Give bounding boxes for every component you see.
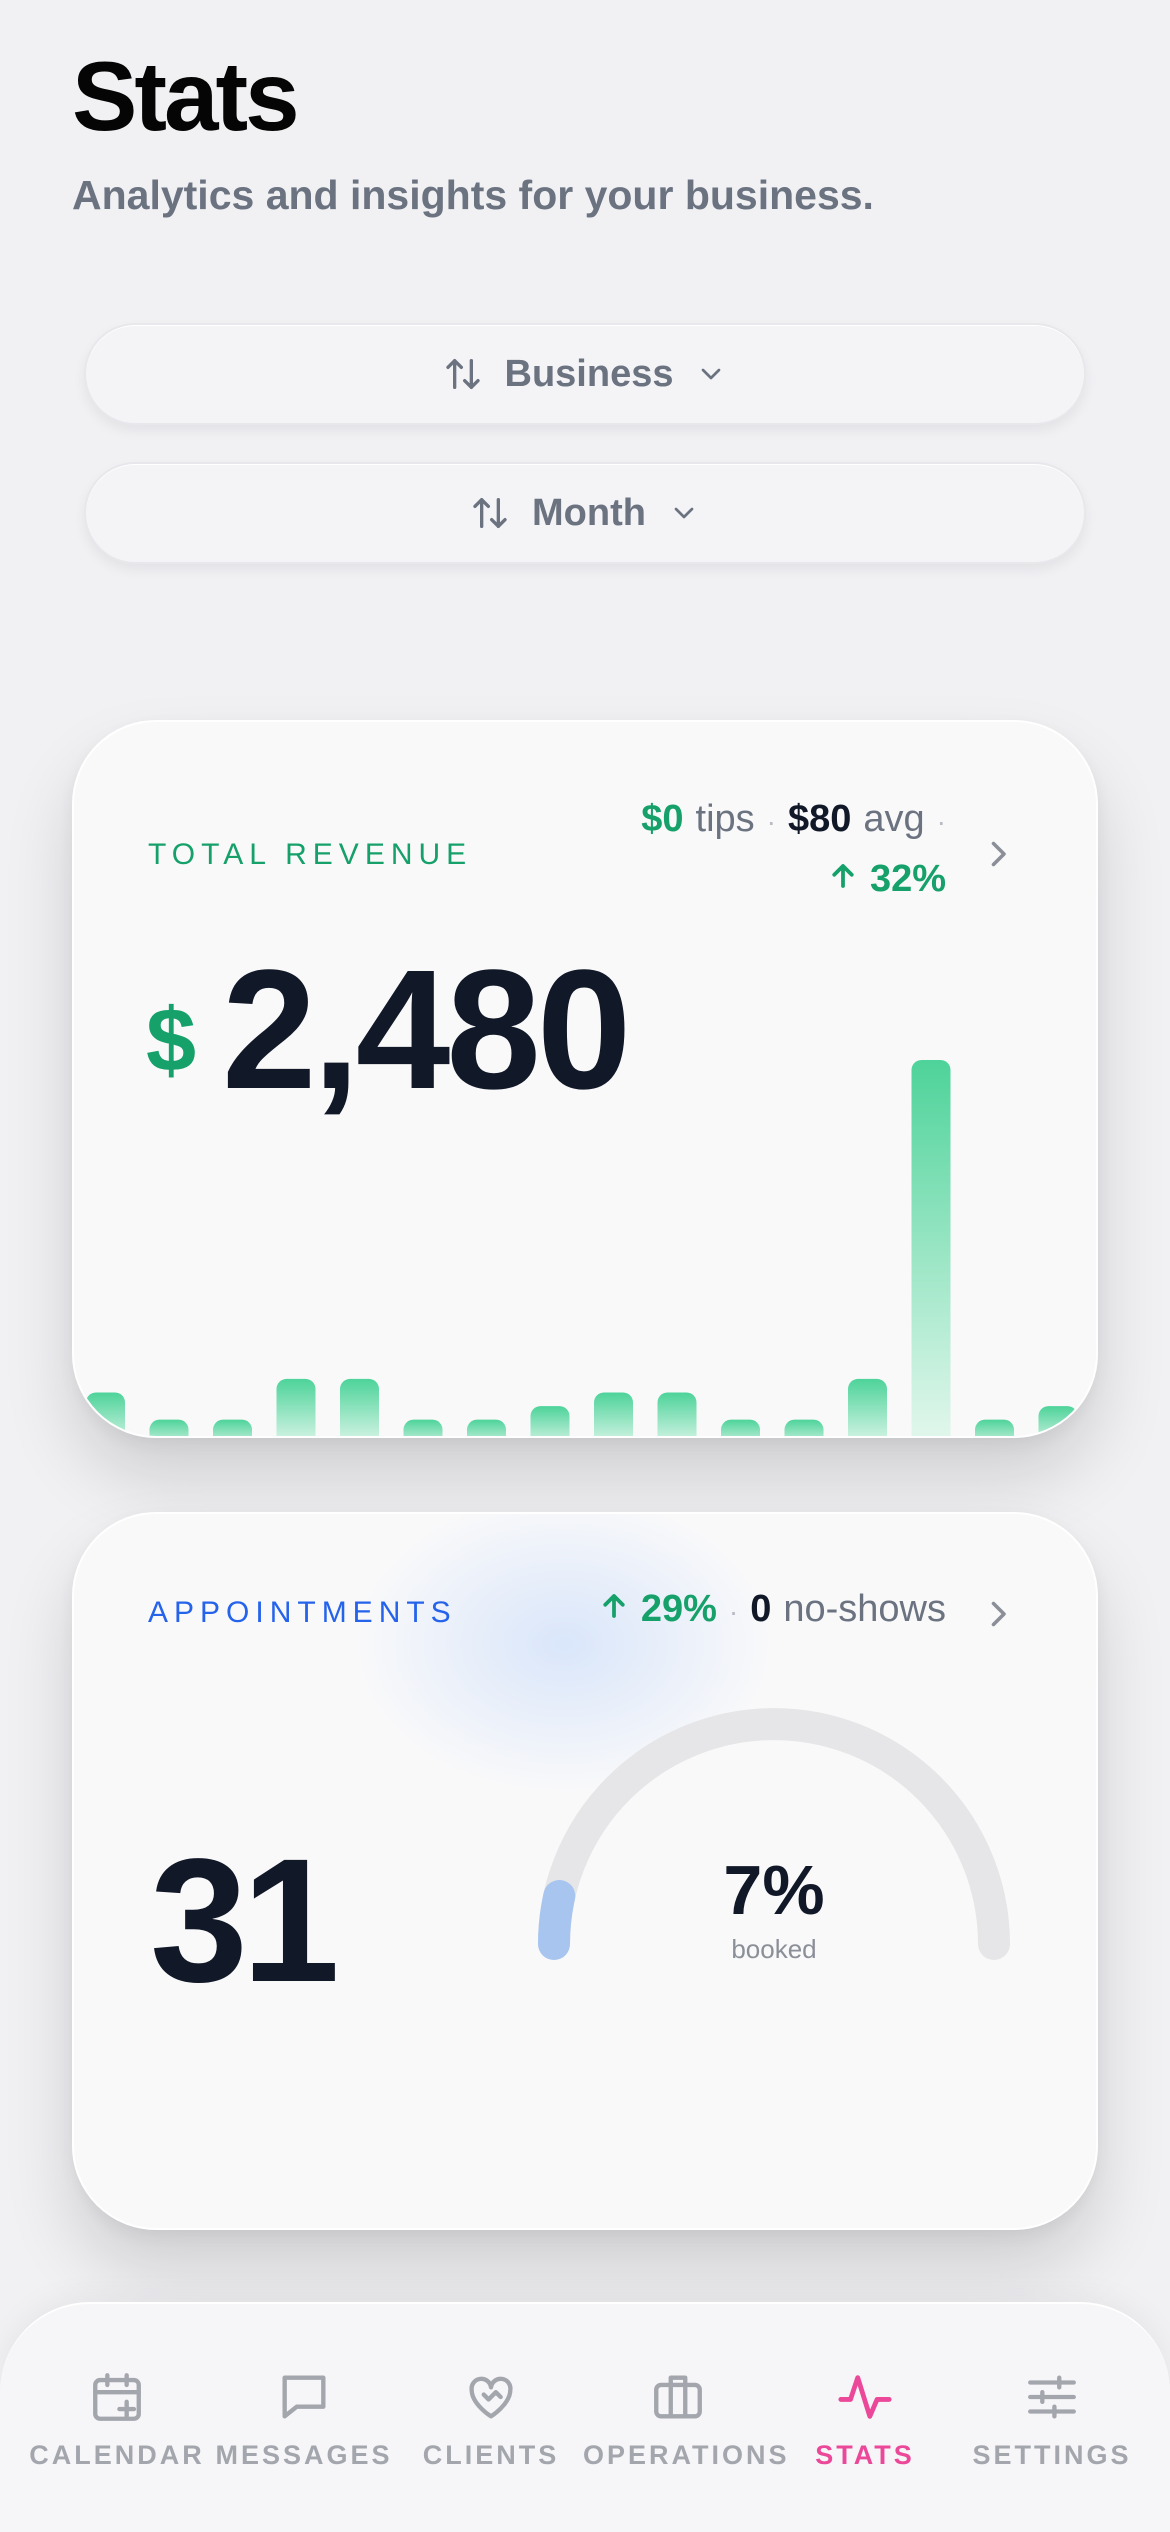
business-selector-label: Business (504, 352, 674, 395)
tips-value: $0 (641, 798, 684, 840)
nav-label: CLIENTS (422, 2440, 560, 2470)
booked-label: booked (731, 1934, 817, 1964)
nav-label: SETTINGS (972, 2440, 1132, 2470)
heart-handshake-icon (469, 2376, 513, 2419)
separator-dot: · (766, 806, 776, 837)
nav-label: OPERATIONS (583, 2440, 790, 2470)
gauge-fill (538, 1880, 576, 1960)
page-subtitle: Analytics and insights for your business… (72, 172, 874, 218)
nav-item-messages[interactable]: MESSAGES (209, 2368, 399, 2471)
booked-percent: 7% (723, 1851, 825, 1929)
gauge-track (538, 1708, 1010, 1960)
sort-arrows-icon (470, 493, 510, 533)
calendar-plus-icon (93, 2373, 141, 2421)
revenue-bar (467, 1419, 506, 1436)
page-title: Stats (72, 41, 300, 151)
chevron-right-icon[interactable] (980, 1596, 1016, 1637)
revenue-bar (276, 1378, 316, 1436)
revenue-bar (213, 1419, 252, 1436)
revenue-bar (149, 1419, 189, 1436)
message-bubble-icon (282, 2375, 326, 2419)
revenue-bar (721, 1419, 760, 1436)
sliders-icon (1028, 2375, 1076, 2419)
revenue-card[interactable]: TOTAL REVENUE $0 tips · $80 avg · 32% $ … (72, 720, 1098, 1438)
revenue-change: 32% (828, 858, 946, 901)
appointments-card-label: APPOINTMENTS (148, 1596, 457, 1629)
nav-label: MESSAGES (215, 2440, 393, 2470)
arrow-up-icon (828, 858, 858, 901)
period-selector-label: Month (532, 491, 646, 534)
chevron-down-icon (695, 358, 727, 390)
briefcase-icon (654, 2375, 702, 2419)
bottom-nav: CALENDAR MESSAGES CLIENTS OPERATIONS STA… (0, 2302, 1170, 2532)
nav-item-settings[interactable]: SETTINGS (957, 2368, 1147, 2471)
sort-arrows-icon (443, 354, 483, 394)
revenue-bar (403, 1419, 443, 1436)
nav-item-calendar[interactable]: CALENDAR (22, 2368, 212, 2471)
booked-gauge (538, 1708, 1010, 1960)
appointments-card[interactable]: APPOINTMENTS 29% · 0 no-shows 31 7% book… (72, 1512, 1098, 2230)
nav-item-clients[interactable]: CLIENTS (396, 2368, 586, 2471)
revenue-bar (530, 1406, 570, 1436)
arrow-up-icon (599, 1588, 629, 1631)
appointments-count: 31 (150, 1823, 340, 2019)
avg-label: avg (863, 798, 925, 840)
tips-label: tips (695, 798, 755, 840)
revenue-bar (848, 1378, 887, 1436)
revenue-bar-chart (86, 1060, 1078, 1436)
noshows-label: no-shows (783, 1588, 946, 1630)
nav-item-operations[interactable]: OPERATIONS (583, 2368, 790, 2471)
chevron-right-icon[interactable] (980, 836, 1016, 877)
currency-symbol: $ (146, 991, 197, 1091)
revenue-bar (594, 1392, 633, 1436)
revenue-meta: $0 tips · $80 avg · (641, 798, 946, 841)
business-selector[interactable]: Business (84, 323, 1086, 425)
revenue-bar (657, 1392, 697, 1436)
activity-pulse-icon (838, 2375, 892, 2419)
revenue-change-value: 32% (869, 858, 946, 900)
period-selector[interactable]: Month (84, 462, 1086, 564)
revenue-bar (1038, 1406, 1078, 1436)
revenue-bar (784, 1419, 824, 1436)
separator-dot: · (936, 806, 946, 837)
revenue-total: 2,480 (222, 935, 631, 1125)
noshows-value: 0 (750, 1588, 772, 1630)
revenue-bar (975, 1419, 1014, 1436)
revenue-bar (86, 1392, 125, 1436)
separator-dot: · (728, 1596, 739, 1627)
chevron-down-icon (668, 497, 700, 529)
revenue-card-label: TOTAL REVENUE (148, 838, 473, 871)
appointments-change-value: 29% (640, 1588, 717, 1630)
nav-label: CALENDAR (29, 2440, 205, 2470)
avg-value: $80 (787, 798, 852, 840)
revenue-bar (911, 1060, 951, 1436)
nav-item-stats[interactable]: STATS (770, 2368, 960, 2471)
appointments-meta: 29% · 0 no-shows (599, 1588, 946, 1631)
revenue-bar (340, 1378, 379, 1436)
nav-label: STATS (815, 2440, 915, 2470)
